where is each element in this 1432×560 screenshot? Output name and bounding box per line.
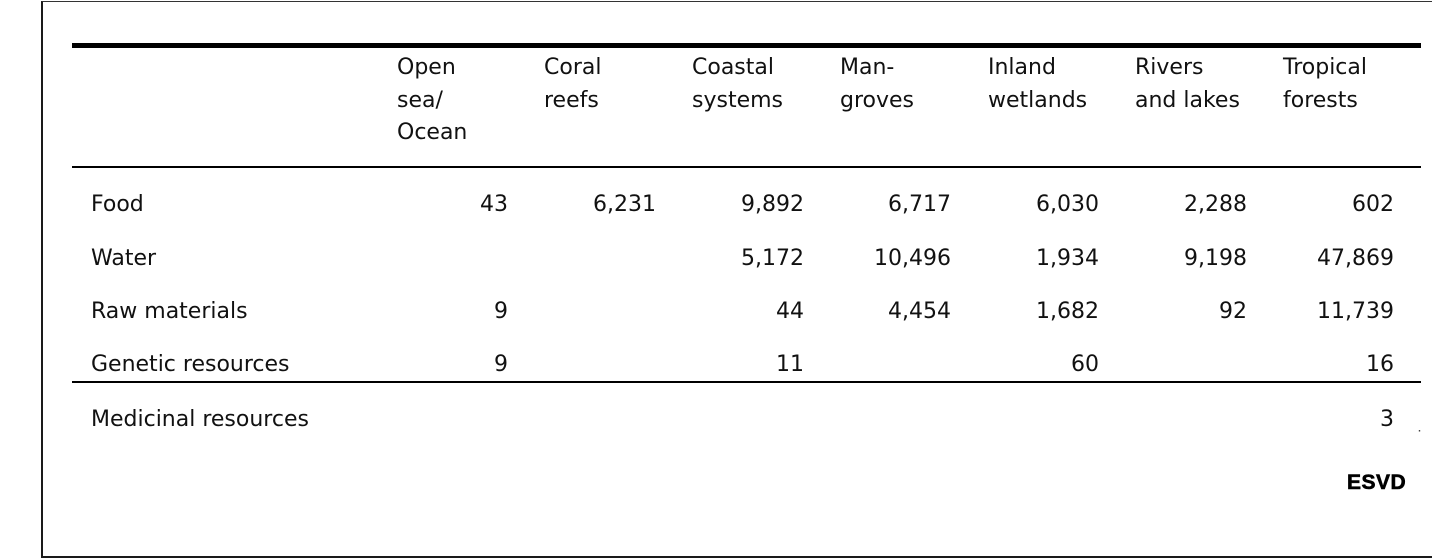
table-cell: 10,496 — [874, 246, 951, 271]
table-cell: 6,717 — [888, 192, 951, 217]
table-cell: 9 — [494, 299, 508, 324]
column-header-coastal-systems: Coastal systems — [692, 55, 783, 113]
row-label: Raw materials — [91, 299, 248, 324]
row-label: Water — [91, 246, 157, 271]
table-cell: 9 — [494, 352, 508, 377]
column-header-open-sea: Open sea/ Ocean — [397, 55, 468, 145]
table-cell: 602 — [1352, 192, 1394, 217]
table-cell: 6,030 — [1036, 192, 1099, 217]
column-header-rivers-lakes: Rivers and lakes — [1135, 55, 1240, 113]
column-header-mangroves: Man- groves — [840, 55, 915, 113]
table-cell: 2,288 — [1184, 192, 1247, 217]
genetic-resources-rule — [72, 381, 1421, 383]
table-top-rule — [72, 43, 1421, 48]
table-cell: 43 — [480, 192, 508, 217]
edge-mark: ˙ — [1416, 429, 1423, 445]
table-cell: 11,739 — [1317, 299, 1394, 324]
table-cell: 47,869 — [1317, 246, 1394, 271]
column-header-inland-wetlands: Inland wetlands — [988, 55, 1088, 113]
table-cell: 1,682 — [1036, 299, 1099, 324]
row-label: Genetic resources — [91, 352, 290, 377]
table-cell: 6,231 — [593, 192, 656, 217]
table-cell: 16 — [1366, 352, 1394, 377]
table-cell: 60 — [1071, 352, 1099, 377]
column-header-coral-reefs: Coral reefs — [544, 55, 602, 113]
figure-frame — [41, 1, 1432, 558]
table-cell: 5,172 — [741, 246, 804, 271]
table-cell: 4,454 — [888, 299, 951, 324]
table-cell: 1,934 — [1036, 246, 1099, 271]
table-cell: 44 — [776, 299, 804, 324]
table-cell: 11 — [776, 352, 804, 377]
column-header-tropical-forests: Tropical forests — [1283, 55, 1367, 113]
table-cell: 3 — [1380, 407, 1394, 432]
table-cell: 9,198 — [1184, 246, 1247, 271]
header-bottom-rule — [72, 166, 1421, 168]
table-cell: 9,892 — [741, 192, 804, 217]
row-label: Food — [91, 192, 144, 217]
row-label: Medicinal resources — [91, 407, 309, 432]
esvd-logo: ESVD — [1347, 471, 1407, 495]
table-cell: 92 — [1219, 299, 1247, 324]
